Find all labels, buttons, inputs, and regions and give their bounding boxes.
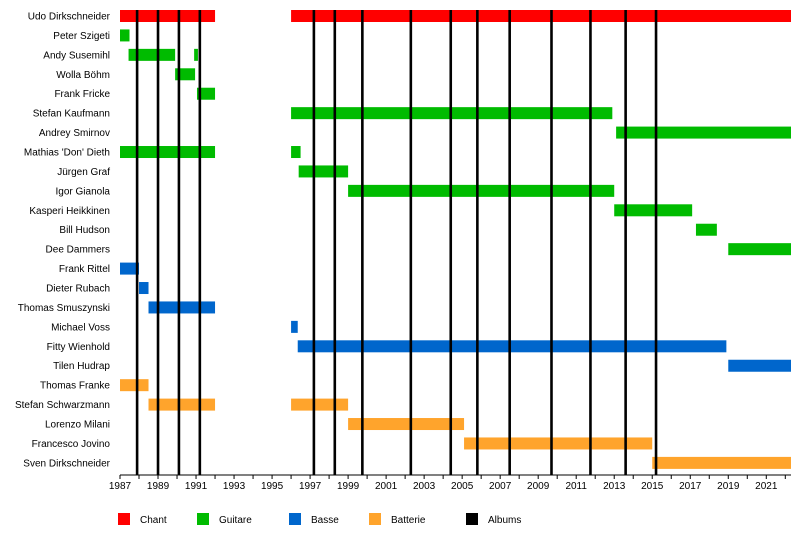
- member-label-frank-fricke: Frank Fricke: [54, 89, 110, 100]
- bars-layer: [120, 10, 791, 469]
- member-label-wolla-bohm: Wolla Böhm: [56, 70, 110, 81]
- bar-andy-susemihl-0: [128, 48, 176, 61]
- member-labels: Udo Dirkschneider Peter Szigeti Andy Susem…: [15, 12, 111, 470]
- member-label-dee-dammers: Dee Dammers: [46, 245, 110, 256]
- x-tick-label-2021: 2021: [755, 481, 778, 492]
- x-tick-label-2007: 2007: [489, 481, 512, 492]
- bar-kasperi-heikkinen-0: [614, 204, 693, 217]
- member-label-bill-hudson: Bill Hudson: [59, 225, 110, 236]
- bar-igor-gianola-0: [348, 184, 615, 197]
- bar-udo-dirkschneider-0: [120, 10, 216, 22]
- bar-lorenzo-milani-0: [348, 418, 465, 431]
- legend-swatch-guitare: [197, 513, 209, 525]
- x-tick-label-1997: 1997: [299, 481, 322, 492]
- member-label-kasperi-heikkinen: Kasperi Heikkinen: [29, 206, 110, 217]
- legend-swatch-batterie: [369, 513, 381, 525]
- bar-mathias-don-dieth-1: [291, 146, 301, 159]
- x-tick-label-2015: 2015: [641, 481, 664, 492]
- member-label-thomas-smuszynski: Thomas Smuszynski: [18, 303, 110, 314]
- member-label-udo-dirkschneider: Udo Dirkschneider: [28, 12, 111, 23]
- legend-swatch-chant: [118, 513, 130, 525]
- member-label-stefan-kaufmann: Stefan Kaufmann: [33, 109, 110, 120]
- member-label-andy-susemihl: Andy Susemihl: [43, 50, 110, 61]
- x-tick-label-2017: 2017: [679, 481, 702, 492]
- x-tick-label-2009: 2009: [527, 481, 550, 492]
- bar-peter-szigeti-0: [120, 29, 130, 42]
- x-tick-label-1991: 1991: [185, 481, 208, 492]
- member-label-lorenzo-milani: Lorenzo Milani: [45, 420, 110, 431]
- member-label-michael-voss: Michael Voss: [51, 322, 110, 333]
- bar-thomas-franke-0: [120, 379, 149, 392]
- x-tick-label-1993: 1993: [223, 481, 246, 492]
- bar-dee-dammers-0: [728, 243, 791, 256]
- x-tick-label-2001: 2001: [375, 481, 398, 492]
- bar-dieter-rubach-0: [139, 282, 149, 295]
- x-tick-label-1995: 1995: [261, 481, 284, 492]
- x-tick-label-2013: 2013: [603, 481, 626, 492]
- x-tick-label-2005: 2005: [451, 481, 474, 492]
- legend-swatch-basse: [289, 513, 301, 525]
- member-label-dieter-rubach: Dieter Rubach: [46, 284, 110, 295]
- bar-jurgen-graf-0: [298, 165, 349, 178]
- legend: Chant Guitare Basse Batterie Albums: [118, 513, 521, 526]
- bar-fitty-wienhold-0: [297, 340, 727, 353]
- bar-michael-voss-0: [291, 320, 298, 333]
- member-label-frank-rittel: Frank Rittel: [59, 264, 110, 275]
- bar-sven-dirkschneider-0: [652, 456, 791, 469]
- member-label-fitty-wienhold: Fitty Wienhold: [47, 342, 110, 353]
- bar-stefan-schwarzmann-1: [291, 398, 349, 411]
- member-label-thomas-franke: Thomas Franke: [40, 381, 110, 392]
- member-label-igor-gianola: Igor Gianola: [56, 186, 111, 197]
- x-tick-label-2003: 2003: [413, 481, 436, 492]
- bar-mathias-don-dieth-0: [120, 146, 216, 159]
- bar-bill-hudson-0: [695, 223, 717, 236]
- legend-label-batterie: Batterie: [391, 515, 426, 526]
- albums-layer: [135, 10, 658, 475]
- legend-label-basse: Basse: [311, 515, 339, 526]
- member-label-mathias-don-dieth: Mathias 'Don' Dieth: [24, 148, 110, 159]
- bar-frank-fricke-0: [196, 87, 216, 100]
- bar-andy-susemihl-1: [194, 48, 198, 61]
- bar-francesco-jovino-0: [464, 437, 653, 450]
- bar-thomas-smuszynski-0: [148, 301, 216, 314]
- legend-label-albums: Albums: [488, 515, 521, 526]
- x-tick-label-2011: 2011: [565, 481, 587, 492]
- x-axis: 1987 1989 1991 1993 1995 1997 1999 2001 2003 2005…: [109, 474, 791, 492]
- bar-stefan-schwarzmann-0: [148, 398, 216, 411]
- member-label-peter-szigeti: Peter Szigeti: [53, 31, 110, 42]
- bar-udo-dirkschneider-1: [291, 10, 791, 22]
- member-label-andrey-smirnov: Andrey Smirnov: [39, 128, 110, 139]
- bar-frank-rittel-0: [120, 262, 140, 275]
- member-label-francesco-jovino: Francesco Jovino: [32, 439, 111, 450]
- x-tick-label-1987: 1987: [109, 481, 132, 492]
- member-label-stefan-schwarzmann: Stefan Schwarzmann: [15, 400, 110, 411]
- x-tick-label-2019: 2019: [717, 481, 740, 492]
- member-label-sven-dirkschneider: Sven Dirkschneider: [23, 458, 110, 469]
- member-label-tilen-hudrap: Tilen Hudrap: [53, 361, 110, 372]
- bar-andrey-smirnov-0: [616, 126, 791, 139]
- legend-label-chant: Chant: [140, 515, 167, 526]
- bar-tilen-hudrap-0: [728, 359, 791, 372]
- x-tick-label-1999: 1999: [337, 481, 360, 492]
- legend-swatch-albums: [466, 513, 478, 525]
- legend-label-guitare: Guitare: [219, 515, 252, 526]
- x-tick-label-1989: 1989: [147, 481, 170, 492]
- member-label-jurgen-graf: Jürgen Graf: [57, 167, 110, 178]
